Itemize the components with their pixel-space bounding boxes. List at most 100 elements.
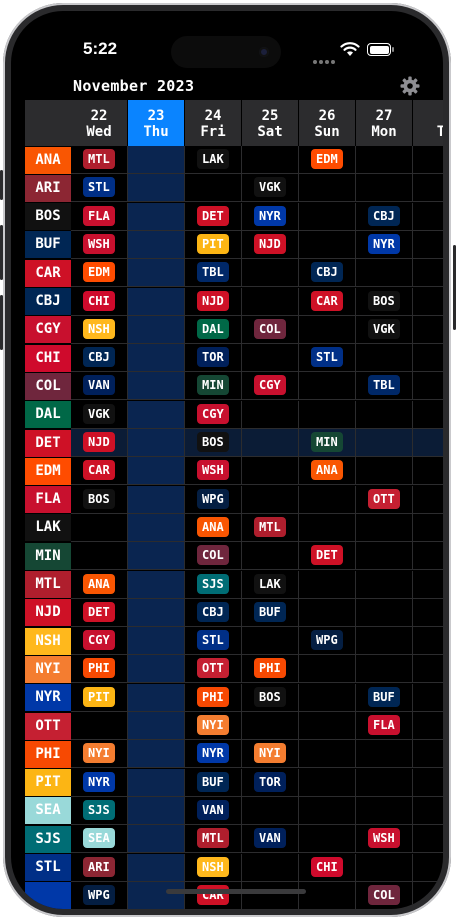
opponent-chip[interactable]: NYR — [197, 743, 229, 764]
schedule-cell[interactable]: PHI — [242, 655, 299, 684]
day-header-23[interactable]: 23 Thu — [128, 100, 184, 146]
schedule-cell[interactable]: TBL — [356, 372, 413, 401]
schedule-cell[interactable] — [299, 570, 356, 599]
opponent-chip[interactable]: ANA — [83, 573, 115, 594]
schedule-cell[interactable] — [128, 146, 185, 174]
opponent-chip[interactable]: OTT — [197, 658, 229, 679]
schedule-cell[interactable] — [128, 513, 185, 542]
schedule-cell[interactable] — [128, 570, 185, 599]
schedule-cell[interactable]: VGK — [242, 174, 299, 203]
schedule-cell[interactable] — [356, 570, 413, 599]
day-header-24[interactable]: 24 Fri — [185, 100, 241, 146]
schedule-cell[interactable] — [413, 797, 443, 825]
schedule-cell[interactable]: PIT — [185, 230, 242, 259]
schedule-cell[interactable]: OTT — [356, 485, 413, 514]
schedule-cell[interactable]: BOS — [185, 429, 242, 457]
opponent-chip[interactable]: TOR — [254, 771, 286, 792]
schedule-cell[interactable] — [356, 400, 413, 429]
schedule-cell[interactable]: STL — [185, 627, 242, 656]
team-label-lak[interactable]: LAK — [25, 514, 71, 542]
opponent-chip[interactable]: CBJ — [83, 347, 115, 368]
opponent-chip[interactable]: PHI — [197, 686, 229, 707]
schedule-cell[interactable] — [413, 571, 443, 599]
opponent-chip[interactable]: COL — [368, 884, 400, 905]
opponent-chip[interactable]: VGK — [254, 177, 286, 198]
schedule-cell[interactable] — [128, 881, 185, 909]
opponent-chip[interactable]: BOS — [197, 432, 229, 452]
schedule-cell[interactable] — [242, 429, 299, 457]
schedule-cell[interactable]: SJS — [71, 796, 128, 825]
schedule-cell[interactable] — [413, 259, 443, 288]
schedule-cell[interactable]: FLA — [356, 712, 413, 740]
opponent-chip[interactable]: PHI — [254, 658, 286, 679]
schedule-cell[interactable]: SJS — [185, 570, 242, 599]
schedule-cell[interactable]: WPG — [299, 627, 356, 656]
schedule-cell[interactable]: ANA — [185, 513, 242, 542]
schedule-cell[interactable] — [299, 598, 356, 627]
opponent-chip[interactable]: WPG — [197, 488, 229, 509]
schedule-cell[interactable] — [242, 287, 299, 316]
schedule-cell[interactable]: NYI — [71, 740, 128, 769]
schedule-cell[interactable] — [299, 825, 356, 854]
schedule-cell[interactable]: NYR — [356, 230, 413, 259]
schedule-cell[interactable] — [356, 513, 413, 542]
opponent-chip[interactable]: VGK — [83, 403, 115, 424]
schedule-cell[interactable] — [242, 344, 299, 373]
schedule-cell[interactable]: NSH — [185, 853, 242, 882]
team-label-stl[interactable]: STL — [25, 854, 71, 881]
schedule-cell[interactable] — [242, 881, 299, 909]
opponent-chip[interactable]: CBJ — [311, 262, 343, 283]
opponent-chip[interactable]: WPG — [83, 884, 115, 905]
schedule-cell[interactable] — [356, 429, 413, 457]
opponent-chip[interactable]: NJD — [254, 233, 286, 254]
schedule-cell[interactable] — [356, 344, 413, 373]
schedule-cell[interactable]: OTT — [185, 655, 242, 684]
schedule-cell[interactable]: CBJ — [71, 344, 128, 373]
schedule-cell[interactable]: WSH — [71, 230, 128, 259]
schedule-cell[interactable]: MTL — [242, 513, 299, 542]
schedule-cell[interactable] — [413, 457, 443, 486]
opponent-chip[interactable]: FLA — [368, 715, 400, 735]
schedule-cell[interactable]: COL — [185, 542, 242, 571]
schedule-cell[interactable] — [299, 485, 356, 514]
schedule-cell[interactable]: COL — [356, 881, 413, 909]
schedule-cell[interactable] — [128, 202, 185, 231]
schedule-cell[interactable] — [413, 542, 443, 571]
schedule-cell[interactable]: CHI — [71, 287, 128, 316]
schedule-cell[interactable]: VGK — [71, 400, 128, 429]
schedule-cell[interactable] — [71, 712, 128, 740]
opponent-chip[interactable]: ANA — [197, 516, 229, 537]
schedule-cell[interactable] — [128, 230, 185, 259]
team-label-ana[interactable]: ANA — [25, 146, 71, 174]
schedule-cell[interactable] — [413, 344, 443, 373]
schedule-cell[interactable] — [242, 853, 299, 882]
schedule-cell[interactable] — [356, 655, 413, 684]
opponent-chip[interactable]: DAL — [197, 318, 229, 339]
schedule-cell[interactable] — [242, 542, 299, 571]
opponent-chip[interactable]: WSH — [197, 460, 229, 481]
opponent-chip[interactable]: ARI — [83, 856, 115, 877]
schedule-cell[interactable]: CAR — [299, 287, 356, 316]
schedule-cell[interactable]: MIN — [185, 372, 242, 401]
schedule-cell[interactable]: CHI — [299, 853, 356, 882]
opponent-chip[interactable]: MIN — [311, 432, 343, 452]
schedule-cell[interactable] — [299, 655, 356, 684]
opponent-chip[interactable]: NJD — [83, 432, 115, 452]
schedule-cell[interactable]: BUF — [185, 768, 242, 797]
opponent-chip[interactable]: VAN — [254, 828, 286, 849]
schedule-cell[interactable]: TOR — [242, 768, 299, 797]
opponent-chip[interactable]: CGY — [83, 630, 115, 651]
schedule-cell[interactable] — [413, 429, 443, 457]
opponent-chip[interactable]: NYR — [83, 771, 115, 792]
opponent-chip[interactable]: BOS — [368, 290, 400, 311]
schedule-cell[interactable]: CGY — [71, 627, 128, 656]
opponent-chip[interactable]: COL — [254, 318, 286, 339]
team-label-sea[interactable]: SEA — [25, 797, 71, 825]
opponent-chip[interactable]: OTT — [368, 488, 400, 509]
opponent-chip[interactable]: EDM — [311, 149, 343, 169]
opponent-chip[interactable]: NYR — [254, 205, 286, 226]
opponent-chip[interactable]: CAR — [83, 460, 115, 481]
opponent-chip[interactable]: BUF — [368, 686, 400, 707]
opponent-chip[interactable]: EDM — [83, 262, 115, 283]
schedule-cell[interactable] — [413, 316, 443, 344]
